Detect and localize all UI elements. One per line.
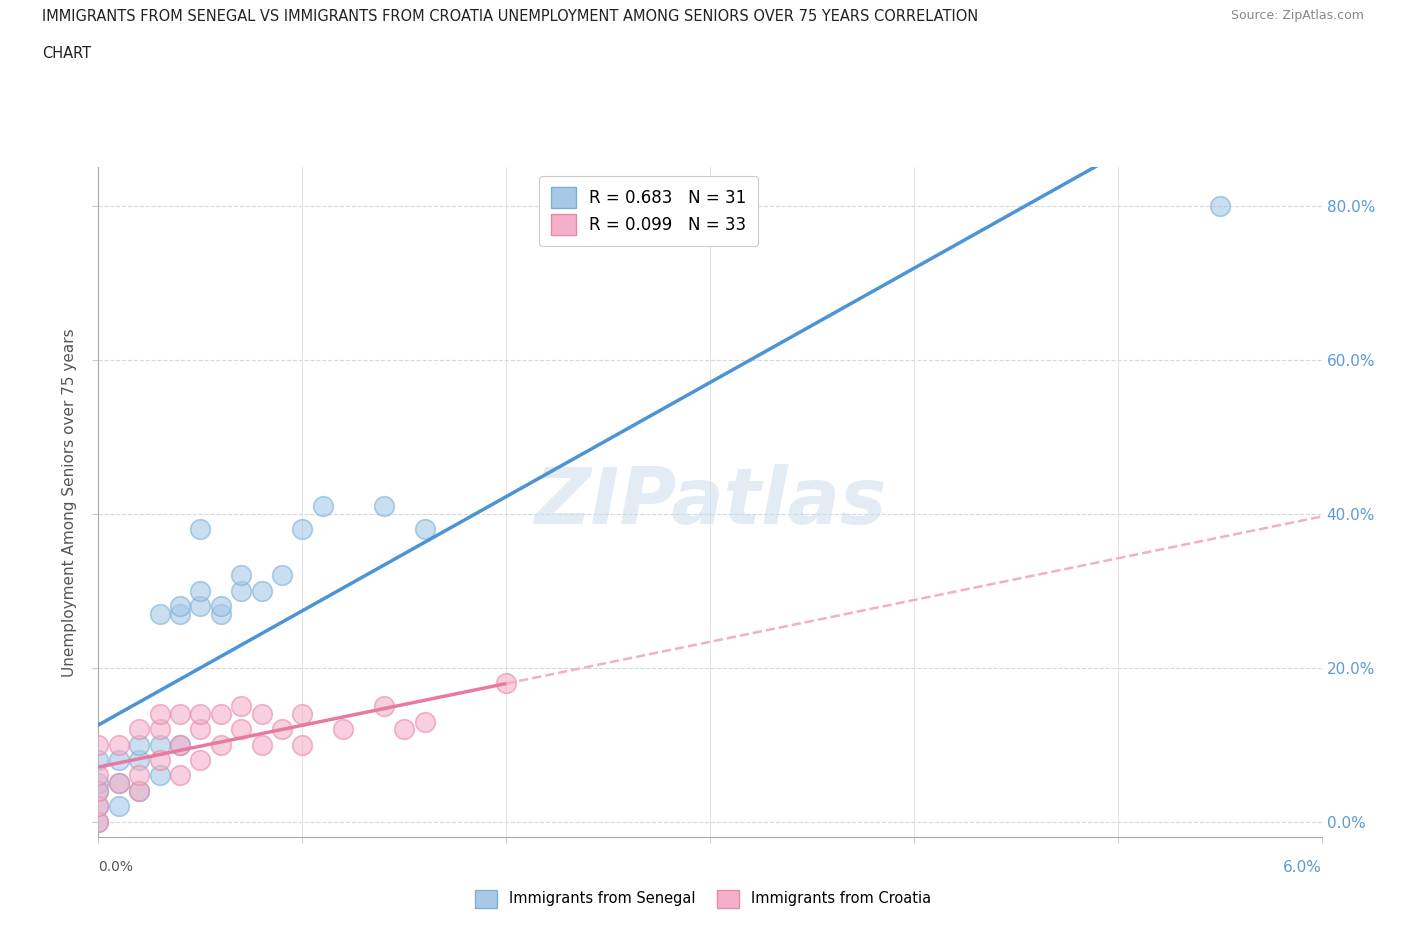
Point [108,752,131,767]
Point [87,783,110,798]
Point [149,606,172,621]
Point [231,568,253,583]
Text: CHART: CHART [42,46,91,61]
Point [169,768,191,783]
Text: Source: ZipAtlas.com: Source: ZipAtlas.com [1230,9,1364,22]
Point [270,722,292,737]
Point [87,799,110,814]
Point [188,583,212,598]
Point [332,722,354,737]
Point [108,799,131,814]
Legend: R = 0.683   N = 31, R = 0.099   N = 33: R = 0.683 N = 31, R = 0.099 N = 33 [540,176,758,246]
Point [128,768,150,783]
Point [188,599,212,614]
Point [128,722,150,737]
Text: 0.0%: 0.0% [98,860,134,874]
Point [270,568,292,583]
Point [495,675,517,690]
Point [87,737,110,752]
Point [87,799,110,814]
Point [87,776,110,790]
Point [149,737,172,752]
Point [291,737,314,752]
Point [231,583,253,598]
Point [188,522,212,537]
Point [291,707,314,722]
Point [209,599,232,614]
Point [250,707,273,722]
Point [188,707,212,722]
Point [413,714,436,729]
Text: ZIPatlas: ZIPatlas [534,464,886,540]
Point [373,698,395,713]
Point [108,737,131,752]
Point [1208,198,1232,213]
Point [108,776,131,790]
Point [149,768,172,783]
Point [149,722,172,737]
Point [169,737,191,752]
Point [169,737,191,752]
Point [250,737,273,752]
Text: 6.0%: 6.0% [1282,860,1322,875]
Point [413,522,436,537]
Point [231,722,253,737]
Point [188,722,212,737]
Point [231,698,253,713]
Point [373,498,395,513]
Point [169,707,191,722]
Point [149,707,172,722]
Point [128,783,150,798]
Point [291,522,314,537]
Point [128,783,150,798]
Legend: Immigrants from Senegal, Immigrants from Croatia: Immigrants from Senegal, Immigrants from… [470,884,936,913]
Point [169,606,191,621]
Point [209,606,232,621]
Point [87,814,110,829]
Point [209,707,232,722]
Point [209,737,232,752]
Point [87,768,110,783]
Point [149,752,172,767]
Point [108,776,131,790]
Point [311,498,335,513]
Point [169,599,191,614]
Text: IMMIGRANTS FROM SENEGAL VS IMMIGRANTS FROM CROATIA UNEMPLOYMENT AMONG SENIORS OV: IMMIGRANTS FROM SENEGAL VS IMMIGRANTS FR… [42,9,979,24]
Point [128,752,150,767]
Point [87,783,110,798]
Point [87,752,110,767]
Point [392,722,416,737]
Y-axis label: Unemployment Among Seniors over 75 years: Unemployment Among Seniors over 75 years [62,328,77,676]
Point [87,814,110,829]
Point [250,583,273,598]
Point [128,737,150,752]
Point [188,752,212,767]
